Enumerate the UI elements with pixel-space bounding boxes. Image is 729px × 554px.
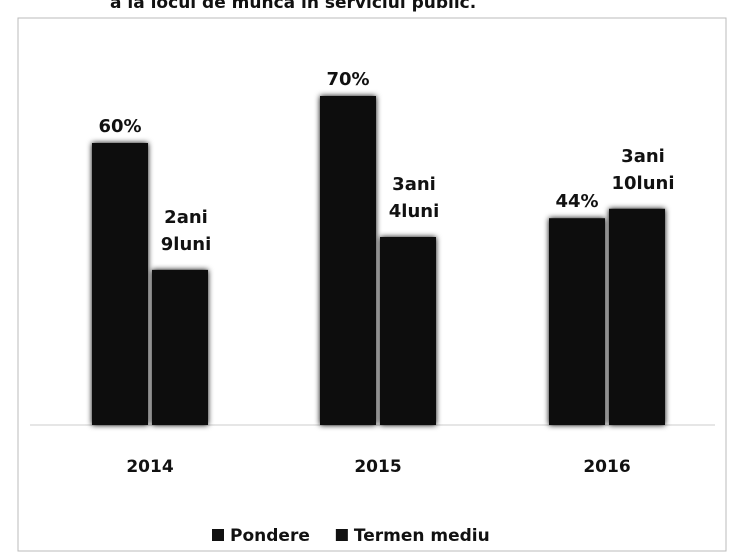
legend-label: Termen mediu <box>354 526 490 546</box>
bar <box>152 269 208 425</box>
value-label: 10luni <box>611 173 674 194</box>
bar <box>609 208 665 425</box>
value-label: 2ani <box>164 207 208 228</box>
bar <box>549 218 605 425</box>
legend-swatch <box>212 529 224 541</box>
value-label: 60% <box>98 116 141 137</box>
legend-swatch <box>335 529 348 541</box>
value-label: 44% <box>555 191 598 212</box>
bar <box>92 143 148 425</box>
legend-label: Pondere <box>230 526 310 546</box>
x-tick-label: 2014 <box>126 457 173 477</box>
value-label: 3ani <box>392 174 436 195</box>
value-label: 4luni <box>389 201 440 222</box>
chart-frame <box>17 17 727 552</box>
x-tick-label: 2016 <box>583 457 630 477</box>
value-label: 3ani <box>621 146 665 167</box>
chart-title: a la locul de muncă în serviciul public. <box>110 0 476 13</box>
bar <box>380 237 436 425</box>
bar <box>320 96 376 425</box>
value-label: 9luni <box>161 234 212 255</box>
value-label: 70% <box>326 69 369 90</box>
x-tick-label: 2015 <box>354 457 401 477</box>
